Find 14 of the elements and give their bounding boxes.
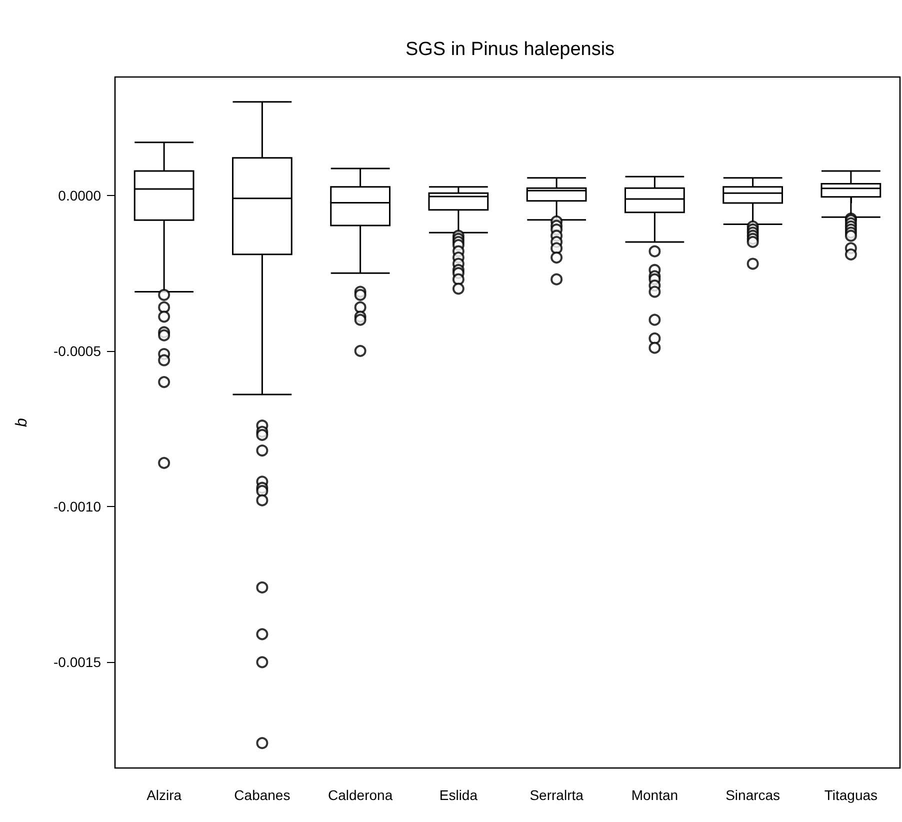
x-tick-label: Serralrta	[530, 787, 584, 803]
y-tick-label: -0.0005	[54, 342, 102, 359]
y-tick-label: -0.0010	[54, 498, 102, 515]
x-tick-label: Alzira	[146, 787, 182, 803]
chart-title: SGS in Pinus halepensis	[405, 39, 615, 60]
x-tick-label: Eslida	[439, 787, 478, 803]
x-tick-label: Montan	[631, 787, 678, 803]
y-tick-label: 0.0000	[58, 187, 102, 204]
x-tick-label: Calderona	[328, 787, 393, 803]
x-tick-label: Titaguas	[824, 787, 878, 803]
y-axis-title: b	[14, 418, 30, 427]
y-tick-label: -0.0015	[54, 654, 102, 670]
x-tick-label: Sinarcas	[726, 787, 780, 803]
x-tick-label: Cabanes	[234, 787, 290, 803]
